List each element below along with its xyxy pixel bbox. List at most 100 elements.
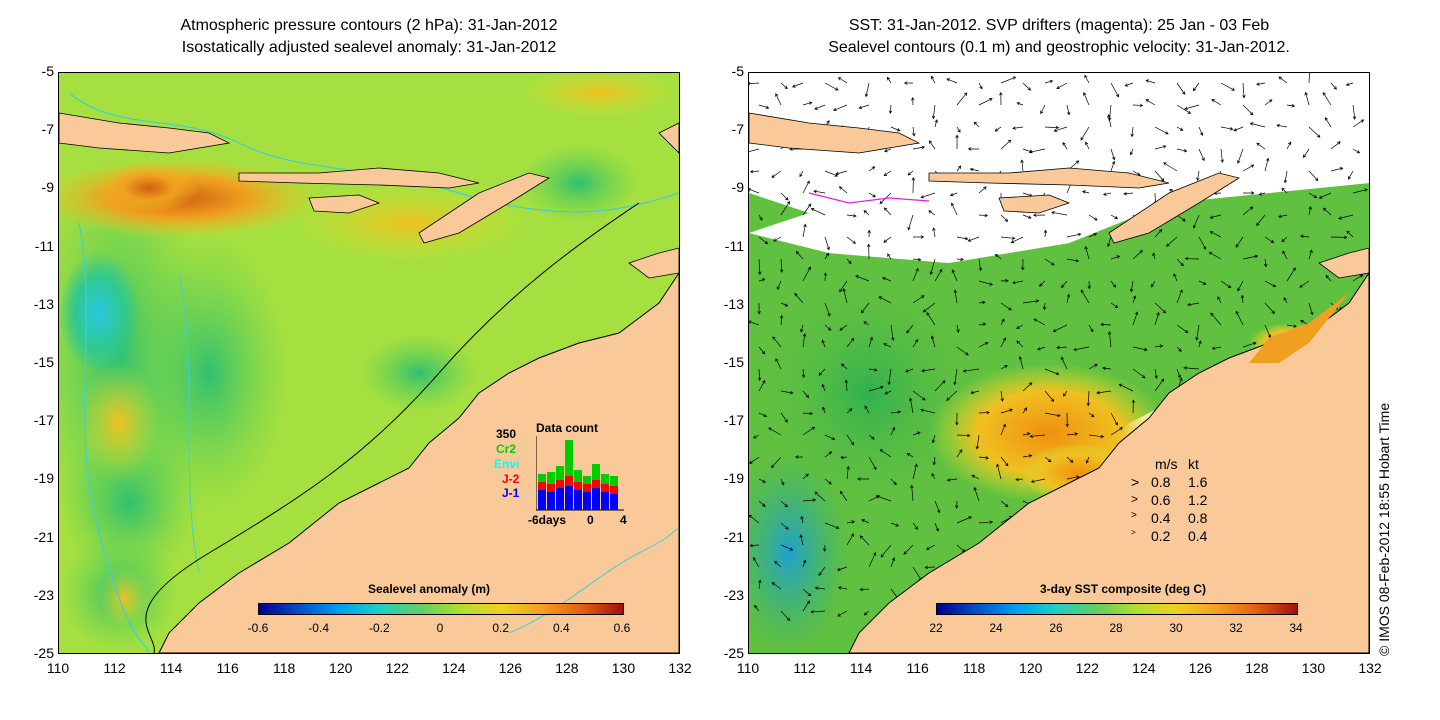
velocity-arrow xyxy=(1347,170,1354,180)
velocity-arrow xyxy=(1132,250,1143,260)
velocity-arrow xyxy=(1044,79,1054,84)
left-map-graphic xyxy=(59,73,679,653)
velocity-arrow xyxy=(1264,99,1273,106)
velocity-arrow xyxy=(1346,230,1354,238)
velocity-arrow xyxy=(822,406,826,414)
velocity-arrow xyxy=(956,165,962,172)
velocity-arrow xyxy=(924,565,936,570)
velocity-arrow xyxy=(1154,368,1158,380)
contour-pressure xyxy=(145,202,640,653)
velocity-arrow xyxy=(861,519,870,524)
velocity-arrow xyxy=(956,126,961,133)
velocity-arrow xyxy=(890,324,895,342)
velocity-arrow xyxy=(1088,412,1095,418)
y-tick--5: -5 xyxy=(41,63,54,79)
velocity-arrow xyxy=(1110,214,1119,220)
velocity-arrow xyxy=(912,463,918,480)
velocity-arrow xyxy=(1249,122,1266,128)
velocity-arrow xyxy=(978,258,983,272)
velocity-arrow xyxy=(1010,236,1024,244)
velocity-arrow xyxy=(887,253,892,260)
velocity-arrow xyxy=(1022,82,1032,91)
velocity-arrow xyxy=(1330,235,1348,240)
velocity-arrow xyxy=(1330,141,1341,150)
velocity-arrow xyxy=(749,543,760,548)
velocity-arrow xyxy=(1352,274,1364,282)
velocity-arrow xyxy=(863,210,870,216)
velocity-legend-ms: 0.8 xyxy=(1151,474,1171,490)
velocity-arrow xyxy=(824,451,833,458)
velocity-arrow xyxy=(1242,341,1257,348)
velocity-arrow xyxy=(934,500,941,514)
velocity-arrow xyxy=(846,434,855,446)
velocity-arrow xyxy=(1154,126,1169,135)
velocity-arrow xyxy=(910,484,914,502)
velocity-arrow xyxy=(749,81,760,86)
velocity-arrow xyxy=(1096,390,1112,395)
velocity-arrow xyxy=(956,346,969,356)
colorbar-tick-26: 26 xyxy=(1049,621,1063,635)
velocity-arrow xyxy=(994,253,1002,260)
velocity-arrow xyxy=(868,166,876,172)
velocity-arrow xyxy=(1264,324,1272,339)
velocity-arrow xyxy=(837,610,848,617)
velocity-arrow xyxy=(920,192,936,199)
velocity-arrow xyxy=(1022,432,1031,436)
colorbar-tick-0.6: 0.6 xyxy=(613,621,631,635)
left-colorbar xyxy=(258,603,624,615)
velocity-arrow xyxy=(1000,500,1009,508)
velocity-arrow xyxy=(846,258,852,265)
velocity-arrow xyxy=(912,235,925,239)
velocity-arrow xyxy=(846,408,853,414)
velocity-arrow xyxy=(962,368,980,373)
land-java-r xyxy=(749,112,921,154)
velocity-arrow xyxy=(1110,255,1121,260)
land-lesser-sunda xyxy=(238,167,480,189)
velocity-arrow xyxy=(946,78,958,84)
velocity-arrow xyxy=(1053,126,1068,132)
velocity-arrow xyxy=(996,463,1002,480)
velocity-arrow xyxy=(868,192,876,198)
imos-credit: © IMOS 08-Feb-2012 18:55 Hobart Time xyxy=(1376,402,1392,656)
x-tick-114: 114 xyxy=(849,660,873,676)
velocity-arrow xyxy=(835,170,848,176)
velocity-arrow xyxy=(1283,297,1288,304)
velocity-arrow xyxy=(1264,236,1275,244)
x-tick-118: 118 xyxy=(963,660,986,676)
velocity-arrow xyxy=(1352,148,1361,154)
velocity-arrow xyxy=(1110,302,1119,309)
velocity-arrow xyxy=(1073,346,1090,352)
velocity-arrow xyxy=(1118,383,1134,392)
velocity-arrow xyxy=(1000,139,1012,150)
velocity-arrow xyxy=(1176,126,1184,131)
velocity-arrow xyxy=(1176,258,1184,267)
velocity-arrow xyxy=(888,104,893,115)
velocity-arrow xyxy=(1084,74,1090,84)
velocity-arrow xyxy=(800,324,804,333)
velocity-arrow xyxy=(956,324,960,334)
x-tick-114: 114 xyxy=(159,660,183,676)
velocity-arrow xyxy=(875,495,892,502)
velocity-arrow xyxy=(906,324,914,334)
velocity-arrow xyxy=(1012,126,1024,130)
velocity-arrow xyxy=(1198,340,1202,348)
velocity-arrow xyxy=(799,170,804,178)
velocity-arrow xyxy=(975,434,980,450)
velocity-arrow xyxy=(1020,159,1024,172)
velocity-arrow xyxy=(1256,82,1266,86)
velocity-arrow xyxy=(1051,211,1068,216)
velocity-arrow xyxy=(1176,368,1181,379)
data-count-inset: Data count 350 Cr2 Envi J-2 J-1 -6days 0… xyxy=(490,420,640,530)
velocity-arrow xyxy=(1080,126,1090,141)
velocity-legend-arrow-icon: > xyxy=(1131,510,1137,521)
velocity-arrow xyxy=(883,236,892,243)
colorbar-tick-0: 0 xyxy=(436,621,444,635)
y-tick--13: -13 xyxy=(723,295,744,312)
velocity-arrow xyxy=(758,104,770,109)
velocity-arrow xyxy=(1352,188,1369,194)
velocity-arrow xyxy=(1022,407,1028,414)
velocity-arrow xyxy=(768,427,782,436)
velocity-arrow xyxy=(1056,345,1068,350)
velocity-legend-kt: 0.4 xyxy=(1188,528,1208,544)
sst-green-core xyxy=(759,273,979,513)
